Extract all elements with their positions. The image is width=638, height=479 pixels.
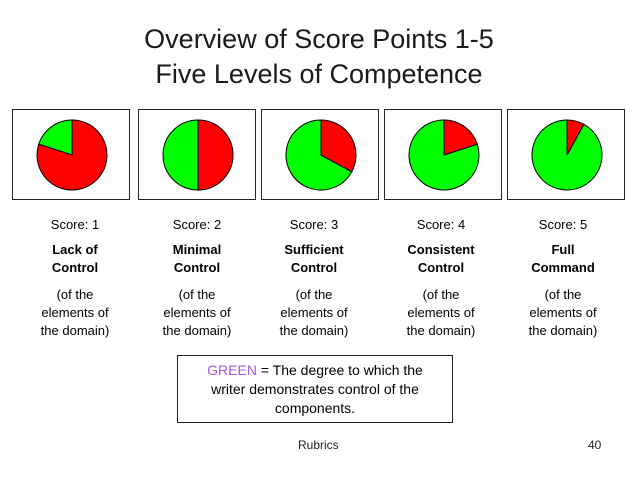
level-line: Consistent (407, 242, 475, 257)
desc-line: (of the (544, 287, 582, 302)
level-line: Control (51, 260, 99, 275)
level-line: Command (531, 260, 595, 275)
legend-line-2: writer demonstrates control of the (211, 381, 419, 397)
pie-slice-green (408, 119, 480, 191)
score-label-2: Score: 2 (172, 217, 222, 232)
pie-slice-red (197, 119, 234, 191)
score-label-5: Score: 5 (538, 217, 588, 232)
level-line: Full (551, 242, 575, 257)
level-name-4: Consistent Control (386, 241, 496, 277)
level-line: Minimal (172, 242, 222, 257)
level-name-5: Full Command (508, 241, 618, 277)
page-number: 40 (588, 438, 602, 452)
legend-line-3: components. (274, 400, 356, 416)
pie-slice-red (36, 119, 108, 191)
pie-box-2 (138, 109, 256, 200)
level-line: Control (417, 260, 465, 275)
score-label-4: Score: 4 (416, 217, 466, 232)
pie-chart-2 (162, 119, 234, 191)
pie-chart-3 (285, 119, 357, 191)
level-name-3: Sufficient Control (259, 241, 369, 277)
legend-box: GREEN = The degree to which the writer d… (177, 355, 453, 423)
desc-line: the domain) (40, 323, 110, 338)
footer-label: Rubrics (298, 438, 339, 452)
pie-box-1 (12, 109, 130, 200)
level-line: Control (290, 260, 338, 275)
level-line: Lack of (52, 242, 98, 257)
pie-slice-green (38, 119, 73, 156)
pie-box-5 (507, 109, 625, 200)
desc-line: elements of (41, 305, 109, 320)
level-desc-2: (of the elements of the domain) (142, 286, 252, 340)
desc-line: the domain) (528, 323, 598, 338)
desc-line: (of the (178, 287, 216, 302)
pie-slice-red (566, 119, 585, 156)
pie-slice-green (285, 119, 353, 191)
legend-green-word: GREEN (207, 362, 257, 378)
level-desc-4: (of the elements of the domain) (386, 286, 496, 340)
desc-line: elements of (280, 305, 348, 320)
desc-line: (of the (422, 287, 460, 302)
title-line-2: Five Levels of Competence (155, 59, 483, 89)
pie-slice-red (443, 119, 478, 156)
pie-slice-red (320, 119, 357, 173)
desc-line: elements of (529, 305, 597, 320)
level-desc-3: (of the elements of the domain) (259, 286, 369, 340)
level-line: Sufficient (284, 242, 344, 257)
title-line-1: Overview of Score Points 1-5 (144, 24, 494, 54)
level-desc-1: (of the elements of the domain) (20, 286, 130, 340)
pie-chart-1 (36, 119, 108, 191)
pie-slice-green (162, 119, 199, 191)
desc-line: (of the (295, 287, 333, 302)
legend-text: = The degree to which the (256, 362, 423, 378)
desc-line: (of the (56, 287, 94, 302)
pie-box-4 (384, 109, 502, 200)
desc-line: elements of (407, 305, 475, 320)
desc-line: elements of (163, 305, 231, 320)
legend-line-1: GREEN = The degree to which the (178, 361, 452, 380)
pie-chart-4 (408, 119, 480, 191)
score-label-3: Score: 3 (289, 217, 339, 232)
desc-line: the domain) (406, 323, 476, 338)
level-name-2: Minimal Control (142, 241, 252, 277)
level-desc-5: (of the elements of the domain) (508, 286, 618, 340)
pie-chart-5 (531, 119, 603, 191)
level-line: Control (173, 260, 221, 275)
desc-line: the domain) (162, 323, 232, 338)
level-name-1: Lack of Control (20, 241, 130, 277)
score-label-1: Score: 1 (50, 217, 100, 232)
desc-line: the domain) (279, 323, 349, 338)
pie-box-3 (261, 109, 379, 200)
